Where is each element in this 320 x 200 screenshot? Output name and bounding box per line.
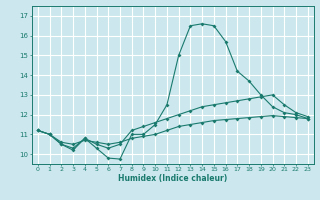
X-axis label: Humidex (Indice chaleur): Humidex (Indice chaleur) [118, 174, 228, 183]
